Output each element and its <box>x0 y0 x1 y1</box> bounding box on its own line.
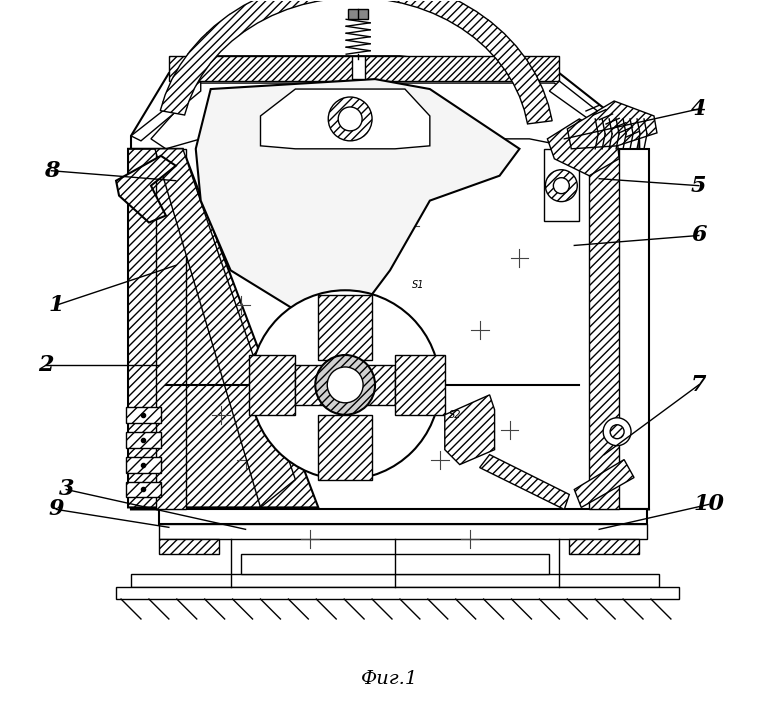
Polygon shape <box>196 79 519 310</box>
Polygon shape <box>549 81 629 141</box>
Circle shape <box>250 290 440 480</box>
Text: 3: 3 <box>58 478 74 500</box>
Polygon shape <box>395 355 445 415</box>
Text: 9: 9 <box>48 498 64 521</box>
Polygon shape <box>131 56 649 509</box>
Polygon shape <box>159 524 647 539</box>
Text: 2: 2 <box>38 354 54 376</box>
Circle shape <box>328 367 363 403</box>
Circle shape <box>315 355 375 415</box>
Polygon shape <box>589 149 619 509</box>
Circle shape <box>553 178 569 193</box>
Polygon shape <box>126 432 161 448</box>
Text: 5: 5 <box>691 175 707 197</box>
Polygon shape <box>168 56 559 81</box>
Polygon shape <box>480 455 569 509</box>
Polygon shape <box>128 149 318 508</box>
Polygon shape <box>352 56 365 79</box>
Polygon shape <box>159 509 647 524</box>
Text: 1: 1 <box>48 294 64 316</box>
Text: 4: 4 <box>691 98 707 120</box>
Polygon shape <box>567 101 657 149</box>
Polygon shape <box>617 149 649 509</box>
Text: 10: 10 <box>693 493 725 516</box>
Text: 7: 7 <box>691 374 707 396</box>
Circle shape <box>603 417 631 445</box>
Polygon shape <box>131 574 659 587</box>
Polygon shape <box>116 587 679 599</box>
Polygon shape <box>574 460 634 508</box>
Text: 8: 8 <box>44 160 59 182</box>
Circle shape <box>339 107 362 131</box>
Polygon shape <box>159 539 218 554</box>
Polygon shape <box>445 395 495 465</box>
Polygon shape <box>240 554 549 574</box>
Polygon shape <box>116 156 176 223</box>
Polygon shape <box>261 89 430 149</box>
Polygon shape <box>131 149 166 509</box>
Polygon shape <box>126 482 161 498</box>
Text: S2: S2 <box>448 410 461 420</box>
Polygon shape <box>569 539 639 554</box>
Polygon shape <box>318 295 372 360</box>
Polygon shape <box>318 415 372 480</box>
Polygon shape <box>151 83 619 149</box>
Polygon shape <box>155 149 296 508</box>
Polygon shape <box>126 407 161 422</box>
Polygon shape <box>131 81 200 141</box>
Text: S1: S1 <box>412 280 424 290</box>
Text: 6: 6 <box>691 225 707 246</box>
Circle shape <box>328 97 372 141</box>
Text: Фиг.1: Фиг.1 <box>361 669 419 688</box>
Polygon shape <box>296 365 335 405</box>
Polygon shape <box>544 149 580 221</box>
Polygon shape <box>249 355 296 415</box>
Polygon shape <box>156 149 186 509</box>
Polygon shape <box>348 9 368 19</box>
Circle shape <box>610 425 624 439</box>
Circle shape <box>545 170 577 202</box>
Polygon shape <box>548 119 619 175</box>
Polygon shape <box>355 365 395 405</box>
Polygon shape <box>126 457 161 473</box>
Polygon shape <box>160 0 552 124</box>
